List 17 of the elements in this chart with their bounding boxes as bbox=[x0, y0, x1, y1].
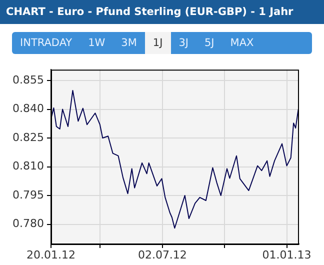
x-tick-label: 01.01.13 bbox=[262, 248, 312, 262]
y-tick-label: 0.855 bbox=[12, 73, 44, 86]
y-tick-label: 0.780 bbox=[12, 217, 44, 230]
period-button[interactable]: 1J bbox=[144, 32, 171, 54]
y-tick-label: 0.825 bbox=[12, 130, 44, 144]
period-button[interactable]: 3M bbox=[113, 32, 145, 54]
period-button[interactable]: 1W bbox=[80, 32, 114, 54]
y-tick-label: 0.810 bbox=[12, 160, 44, 173]
chart-title: CHART - Euro - Pfund Sterling (EUR-GBP) - 1 Jahr bbox=[0, 0, 324, 24]
y-tick-label: 0.840 bbox=[12, 102, 44, 116]
y-tick-label: 0.795 bbox=[12, 188, 44, 202]
x-tick-label: 20.01.12 bbox=[26, 248, 76, 262]
period-button[interactable]: INTRADAY bbox=[12, 32, 80, 54]
x-tick-label: 02.07.12 bbox=[138, 248, 187, 262]
period-button[interactable]: MAX bbox=[222, 32, 262, 54]
period-button[interactable]: 5J bbox=[196, 32, 222, 54]
period-button[interactable]: 3J bbox=[170, 32, 196, 54]
